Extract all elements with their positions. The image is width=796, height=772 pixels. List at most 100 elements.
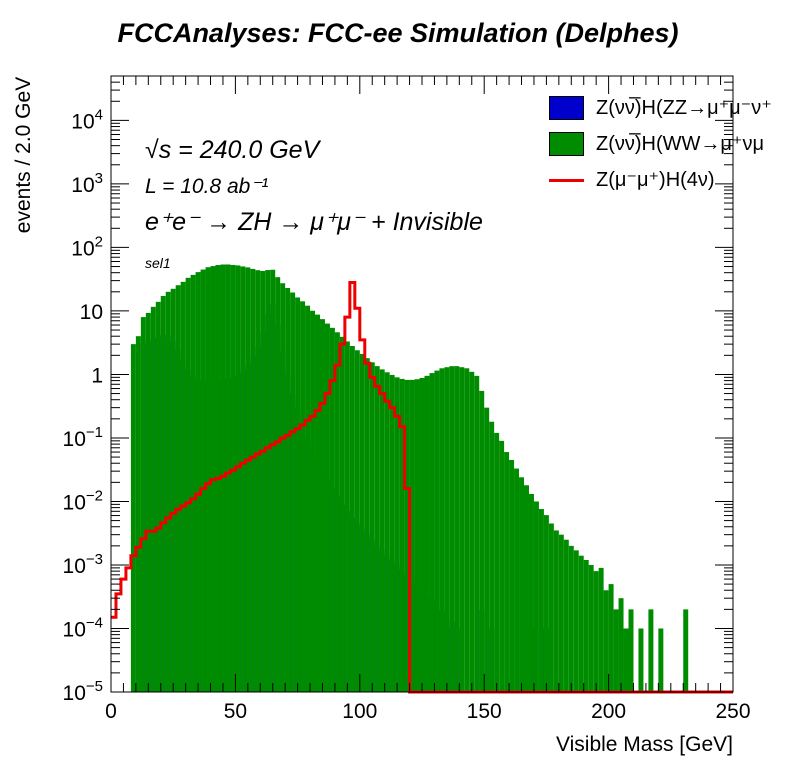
selection-annotation: sel1 [145, 255, 171, 271]
stack-bar-ww [235, 265, 241, 692]
stack-bar-ww [598, 567, 604, 692]
stack-bar-ww [195, 272, 201, 692]
chart-title: FCCAnalyses: FCC-ee Simulation (Delphes) [117, 18, 679, 48]
legend-swatch-ww [549, 132, 584, 156]
stack-bar-ww [414, 379, 420, 692]
stack-bar-ww [479, 390, 485, 692]
stack-bar-ww [250, 268, 256, 692]
stack-bar-ww [155, 301, 161, 692]
stack-bar-ww [683, 609, 689, 692]
legend-entry-zz: Z(νν̅)H(ZZ→μ⁺μ⁻ν⁺ [549, 93, 796, 123]
y-tick-label: 10−1 [63, 424, 103, 451]
stack-bar-ww [270, 269, 276, 692]
stack-bar-ww [494, 432, 500, 692]
stack-bar-ww [230, 264, 236, 692]
y-tick-label: 10−4 [63, 614, 103, 641]
stack-bar-ww [165, 291, 171, 692]
stack-bar-ww [384, 372, 390, 692]
legend-swatch-signal [549, 179, 584, 182]
stack-bar-ww [389, 374, 395, 692]
stack-bar-ww [568, 545, 574, 692]
y-axis-label: events / 2.0 GeV [12, 76, 35, 234]
stack-bar-ww [205, 267, 211, 692]
stack-bar-ww [324, 323, 330, 692]
stack-bar-ww [150, 306, 156, 692]
stack-bar-ww [474, 375, 480, 692]
stack-bar-ww [280, 283, 286, 692]
stack-bar-ww [255, 270, 261, 692]
x-tick-label: 100 [342, 700, 377, 723]
legend-entry-signal: Z(μ⁻μ⁺)H(4ν) [549, 165, 796, 195]
process-annotation: e⁺e⁻ → ZH → μ⁺μ⁻ + Invisible [145, 208, 483, 236]
stack-bar-ww [419, 377, 425, 692]
stack-bar-ww [484, 407, 490, 692]
x-tick-label: 250 [715, 700, 750, 723]
stack-bar-ww [528, 494, 534, 692]
y-tick-label: 103 [71, 170, 103, 197]
stack-bar-ww [543, 515, 549, 692]
stack-bar-ww [399, 378, 405, 692]
stack-bar-ww [628, 609, 634, 692]
legend-label-ww: Z(νν̅)H(WW→μ⁺νμ [596, 133, 764, 155]
y-tick-label: 10−5 [63, 678, 103, 705]
stack-bar-ww [548, 523, 554, 692]
stack-bar-ww [459, 367, 465, 692]
stack-bar-ww [364, 358, 370, 692]
x-tick-label: 200 [591, 700, 626, 723]
y-tick-label: 1 [91, 364, 103, 387]
y-tick-label: 10−3 [63, 551, 103, 578]
stack-bar-ww [444, 367, 450, 692]
stack-bar-ww [190, 274, 196, 692]
stack-bar-ww [563, 539, 569, 692]
stack-bar-ww [658, 628, 664, 692]
stack-bar-ww [464, 368, 470, 692]
stack-bar-ww [439, 368, 445, 692]
stack-bar-ww [434, 370, 440, 692]
legend-label-signal: Z(μ⁻μ⁺)H(4ν) [596, 169, 715, 191]
stack-bar-ww [469, 371, 475, 692]
stack-bar-ww [538, 509, 544, 692]
stack-bar-ww [145, 312, 151, 692]
legend-entry-ww: Z(νν̅)H(WW→μ⁺νμ [549, 129, 796, 159]
stack-bar-ww [135, 336, 141, 692]
stack-bar-ww [404, 379, 410, 692]
y-tick-label: 104 [71, 106, 103, 133]
stack-bar-ww [429, 373, 435, 692]
stack-bar-ww [489, 421, 495, 692]
stack-bar-ww [310, 310, 316, 692]
stack-bar-ww [638, 628, 644, 692]
stack-bar-ww [275, 277, 281, 692]
stack-bar-ww [359, 353, 365, 692]
stack-bar-ww [449, 366, 455, 692]
stack-bar-ww [593, 571, 599, 692]
x-tick-label: 0 [105, 700, 117, 723]
stack-bar-ww [514, 468, 520, 692]
axis-tick-labels: 0 50 100 150 200 250 10−5 10−4 10−3 10−2 10−1 1 10 10… [63, 106, 751, 723]
stack-bar-ww [260, 271, 266, 692]
stack-bar-ww [344, 341, 350, 692]
stack-bar-ww [290, 292, 296, 692]
stack-bar-ww [220, 264, 226, 692]
luminosity-annotation: L = 10.8 ab⁻¹ [145, 175, 269, 198]
stack-bar-ww [265, 270, 271, 692]
y-tick-label: 10 [80, 301, 103, 324]
stack-bar-ww [140, 317, 146, 692]
stack-bar-ww [300, 301, 306, 692]
legend: Z(νν̅)H(ZZ→μ⁺μ⁻ν⁺ Z(νν̅)H(WW→μ⁺νμ Z(μ⁻μ⁺… [549, 93, 796, 198]
stack-bar-ww [295, 297, 301, 692]
stack-bar-ww [578, 555, 584, 692]
stack-bar-ww [349, 345, 355, 692]
stack-bar-ww [200, 269, 206, 692]
stack-bar-ww [379, 369, 385, 692]
y-tick-label: 102 [71, 233, 103, 260]
stack-bar-ww [175, 285, 181, 692]
stack-bar-ww [409, 379, 415, 692]
y-tick-label: 10−2 [63, 487, 103, 514]
stack-bar-ww [583, 559, 589, 692]
stack-bar-ww [504, 452, 510, 692]
x-tick-label: 150 [467, 700, 502, 723]
stack-bar-ww [499, 440, 505, 692]
stack-bar-ww [339, 336, 345, 692]
x-tick-label: 50 [224, 700, 247, 723]
